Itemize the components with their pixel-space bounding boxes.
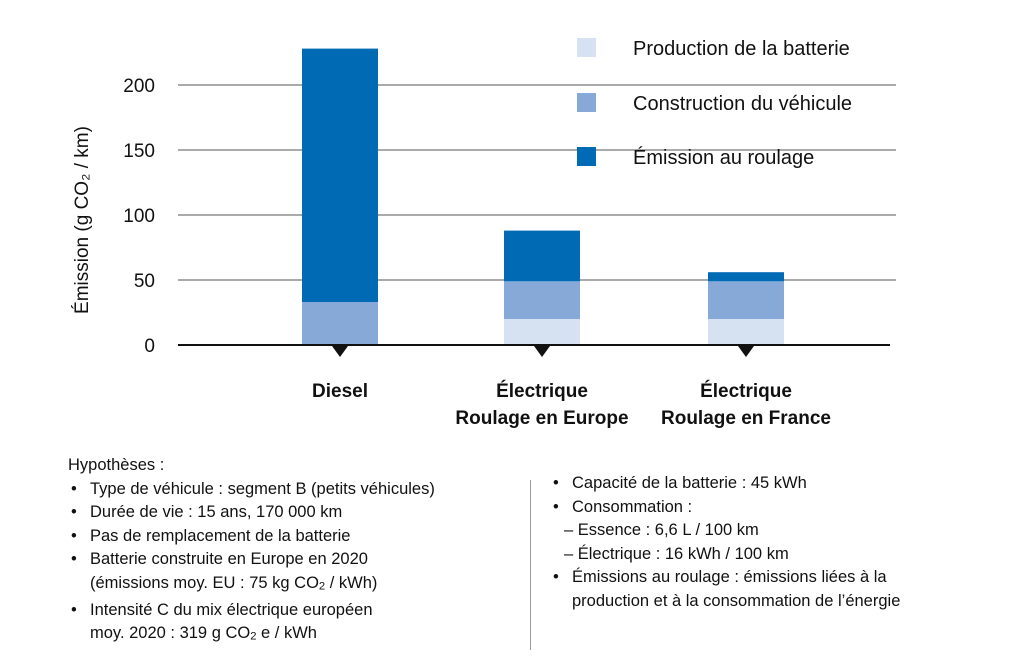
- y-tick-label: 150: [123, 141, 155, 162]
- assumption-text: production et à la consommation de l’éne…: [572, 591, 901, 610]
- category-label: Électrique Roulage en France: [661, 380, 831, 429]
- axis-marker: [738, 346, 754, 357]
- assumption-item: Type de véhicule : segment B (petits véh…: [68, 478, 435, 502]
- bars: [302, 48, 784, 345]
- bar-segment: [708, 272, 784, 282]
- x-axis: [178, 344, 890, 357]
- bar-segment: [504, 230, 580, 282]
- category-label: Diesel: [312, 381, 368, 402]
- y-tick-label: 0: [144, 336, 155, 357]
- assumption-text: Capacité de la batterie : 45 kWh: [572, 474, 807, 492]
- assumptions-heading: Hypothèses :: [68, 456, 165, 474]
- legend-label: Émission au roulage: [633, 146, 814, 169]
- assumption-item: Intensité C du mix électrique européen: [68, 599, 435, 623]
- y-tick-label: 100: [123, 206, 155, 227]
- bar-segment: [708, 319, 784, 345]
- assumption-text: Intensité C du mix électrique européen: [90, 600, 373, 619]
- assumption-text: / kWh): [325, 573, 378, 592]
- subscript: 2: [250, 630, 257, 643]
- legend-swatch: [577, 93, 596, 112]
- assumption-item: Batterie construite en Europe en 2020: [68, 548, 435, 572]
- category-label: Électrique Roulage en Europe: [455, 380, 628, 429]
- axis-marker: [534, 346, 550, 357]
- legend: Production de la batterie Construction du…: [577, 38, 852, 169]
- assumption-text: e / kWh: [256, 624, 317, 643]
- assumption-item: Consommation :: [550, 496, 900, 520]
- assumption-text: moy. 2020 : 319 g CO: [90, 624, 251, 643]
- bar-segment: [504, 319, 580, 345]
- assumption-text: – Essence : 6,6 L / 100 km: [564, 521, 759, 539]
- assumption-item: Durée de vie : 15 ans, 170 000 km: [68, 501, 435, 525]
- legend-swatch: [577, 38, 596, 57]
- bar-segment: [708, 281, 784, 319]
- assumption-text: Consommation :: [572, 497, 693, 516]
- assumption-text: (émissions moy. EU : 75 kg CO: [90, 573, 319, 592]
- assumption-item-continued: moy. 2020 : 319 g CO2 e / kWh: [68, 622, 435, 649]
- assumption-item: Pas de remplacement de la batterie: [68, 525, 435, 549]
- legend-label: Construction du véhicule: [633, 93, 852, 115]
- subscript: 2: [318, 580, 326, 593]
- bar-segment: [504, 281, 580, 319]
- assumption-item: Émissions au roulage : émissions liées à…: [550, 566, 900, 590]
- category-labels: Diesel Électrique Roulage en Europe Électri…: [312, 380, 831, 429]
- assumption-subitem: – Électrique : 16 kWh / 100 km: [550, 543, 900, 567]
- assumption-subitem: – Essence : 6,6 L / 100 km: [550, 519, 900, 543]
- assumption-text: – Électrique : 16 kWh / 100 km: [564, 544, 789, 563]
- assumption-item-continued: production et à la consommation de l’éne…: [550, 590, 900, 614]
- assumption-text: Type de véhicule : segment B (petits véh…: [90, 479, 435, 498]
- stacked-bar-chart: 0 50 100 150 200 Diesel Électrique Roulage en …: [72, 38, 896, 429]
- assumption-item-continued: (émissions moy. EU : 75 kg CO2 / kWh): [68, 572, 435, 599]
- axis-marker: [332, 346, 348, 357]
- assumptions-left: Hypothèses : Type de véhicule : segment …: [68, 454, 435, 649]
- legend-label: Production de la batterie: [633, 38, 850, 60]
- legend-swatch: [577, 147, 596, 166]
- bar-segment: [302, 48, 378, 303]
- bar-segment: [302, 302, 378, 345]
- column-divider: [530, 480, 531, 650]
- y-tick-label: 200: [123, 76, 155, 97]
- assumptions-right: Capacité de la batterie : 45 kWh Consomm…: [550, 472, 900, 613]
- assumption-item: Capacité de la batterie : 45 kWh: [550, 472, 900, 496]
- assumption-text: Pas de remplacement de la batterie: [90, 526, 351, 545]
- assumption-text: Batterie construite en Europe en 2020: [90, 550, 368, 568]
- assumption-text: Émissions au roulage : émissions liées à…: [572, 568, 887, 586]
- y-axis-label: Émission (g CO₂ / km): [72, 126, 93, 314]
- y-tick-label: 50: [134, 271, 155, 292]
- y-tick-labels: 0 50 100 150 200: [123, 76, 155, 357]
- assumption-text: Durée de vie : 15 ans, 170 000 km: [90, 503, 343, 521]
